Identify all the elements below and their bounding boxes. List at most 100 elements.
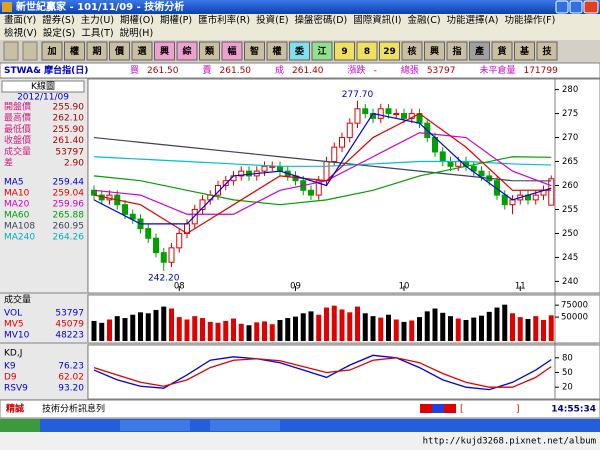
home-button[interactable] xyxy=(22,41,38,61)
candle-body xyxy=(393,113,400,116)
toolbar-button[interactable] xyxy=(469,41,490,61)
candle-body xyxy=(447,161,454,167)
candle-body xyxy=(470,165,477,172)
toolbar-button[interactable] xyxy=(266,41,288,61)
menu-item[interactable]: 匯市利率(R) xyxy=(198,14,250,26)
ma-line xyxy=(93,156,552,206)
volume-bar xyxy=(176,317,182,341)
ma-line xyxy=(93,112,552,225)
volume-bar xyxy=(300,313,306,341)
menu-item[interactable]: 期權(P) xyxy=(160,14,192,26)
toolbar-button[interactable] xyxy=(289,41,310,61)
menu-item[interactable]: 證券(S) xyxy=(42,14,74,26)
toolbar-button[interactable] xyxy=(424,41,445,61)
quote-label: 未平倉量 xyxy=(479,64,515,76)
menu-item[interactable]: 畫面(Y) xyxy=(4,14,36,26)
toolbar-label: 核 xyxy=(407,45,416,57)
menu-item[interactable]: 主力(U) xyxy=(81,14,114,26)
toolbar-button[interactable] xyxy=(176,41,198,61)
stat-value: 48223 xyxy=(55,331,84,341)
toolbar-button[interactable] xyxy=(199,41,220,61)
minimize-button[interactable] xyxy=(555,0,569,14)
quote-symbol: STWA& 摩台指(日) xyxy=(4,64,88,76)
y-tick-label: 80 xyxy=(562,353,573,363)
toolbar-button[interactable] xyxy=(86,41,108,61)
volume-bar xyxy=(238,323,244,341)
y-tick-label: 50 xyxy=(562,368,573,378)
candle-body xyxy=(261,165,268,172)
stat-label: 成交量 xyxy=(4,145,31,157)
toolbar-button[interactable] xyxy=(244,41,265,61)
maximize-button[interactable] xyxy=(569,0,583,14)
toolbar-button[interactable] xyxy=(401,41,423,61)
status-bracket: ] xyxy=(516,405,520,415)
toolbar-button[interactable] xyxy=(514,41,535,61)
candle-body xyxy=(494,180,500,196)
volume-bar xyxy=(153,309,159,341)
menu-item[interactable]: 說明(H) xyxy=(120,27,154,39)
stat-label: MA20 xyxy=(4,200,30,210)
kd-title: KD,J xyxy=(4,349,22,359)
toolbar-button[interactable] xyxy=(311,41,333,61)
stat-label: 收盤價 xyxy=(4,134,31,146)
volume-bar xyxy=(231,318,236,341)
menu-item[interactable]: 工具(T) xyxy=(81,28,113,39)
y-tick-label: 255 xyxy=(562,205,578,215)
toolbar-button[interactable] xyxy=(64,41,85,61)
toolbar-button[interactable] xyxy=(446,41,468,61)
toolbar-button[interactable] xyxy=(131,41,153,61)
menu-item[interactable]: 金融(C) xyxy=(407,14,440,26)
status-brand: 精誠 xyxy=(6,403,24,415)
toolbar-button[interactable] xyxy=(41,41,63,61)
candle-body xyxy=(362,108,369,115)
toolbar-label: 興 xyxy=(160,46,169,57)
toolbar-button[interactable] xyxy=(379,41,400,61)
stat-label: 最低價 xyxy=(4,123,31,135)
toolbar-button[interactable] xyxy=(536,41,558,61)
start-button[interactable] xyxy=(0,419,40,432)
toolbar-button[interactable] xyxy=(356,41,378,61)
volume-bar xyxy=(308,311,314,341)
volume-bar xyxy=(448,316,453,341)
menu-item[interactable]: 設定(S) xyxy=(43,27,75,39)
close-button[interactable] xyxy=(583,0,599,14)
task-item[interactable] xyxy=(120,420,190,431)
volume-bar xyxy=(424,311,430,341)
kd-line xyxy=(93,357,552,388)
stat-value: 264.26 xyxy=(53,233,85,243)
candle-body xyxy=(145,228,152,239)
menu-item[interactable]: 檢視(V) xyxy=(4,27,37,39)
candle-body xyxy=(532,194,539,201)
volume-bar xyxy=(455,318,461,341)
volume-bar xyxy=(541,319,546,341)
menu-item[interactable]: 操盤密碼(D) xyxy=(295,14,348,26)
candle-body xyxy=(377,108,384,119)
toolbar-button[interactable] xyxy=(491,41,513,61)
toolbar-label: 9 xyxy=(341,47,347,57)
menu-item[interactable]: 功能操作(F) xyxy=(504,14,555,26)
task-item[interactable] xyxy=(210,420,280,431)
toolbar-label: 29 xyxy=(383,47,396,57)
volume-bar xyxy=(107,319,112,341)
menu-item[interactable]: 期權(O) xyxy=(120,14,154,26)
toolbar-button[interactable] xyxy=(221,41,243,61)
window-title: 新世紀贏家 - 101/11/09 - 技術分析 xyxy=(16,0,184,13)
quote-label: 總張 xyxy=(401,64,419,76)
menu-bar xyxy=(0,14,600,40)
volume-bar xyxy=(533,316,539,341)
menu-item[interactable]: 國際資訊(I) xyxy=(353,14,401,26)
menu-item[interactable]: 功能選擇(A) xyxy=(447,14,499,26)
stat-label: MA10 xyxy=(4,189,30,199)
toolbar-button[interactable] xyxy=(334,41,355,61)
y-tick-label: 245 xyxy=(562,253,578,263)
stat-label: 差 xyxy=(4,157,13,169)
toolbar-label: 貨 xyxy=(497,45,506,57)
volume-bar xyxy=(91,320,97,341)
stat-label: 最高價 xyxy=(4,112,31,124)
footer-url: http://kujd3268.pixnet.net/album xyxy=(423,437,596,447)
menu-item[interactable]: 投資(E) xyxy=(256,14,288,26)
toolbar-label: 加 xyxy=(46,45,56,57)
toolbar-button[interactable] xyxy=(109,41,130,61)
toolbar-button[interactable] xyxy=(154,41,175,61)
volume-bar xyxy=(355,306,360,341)
